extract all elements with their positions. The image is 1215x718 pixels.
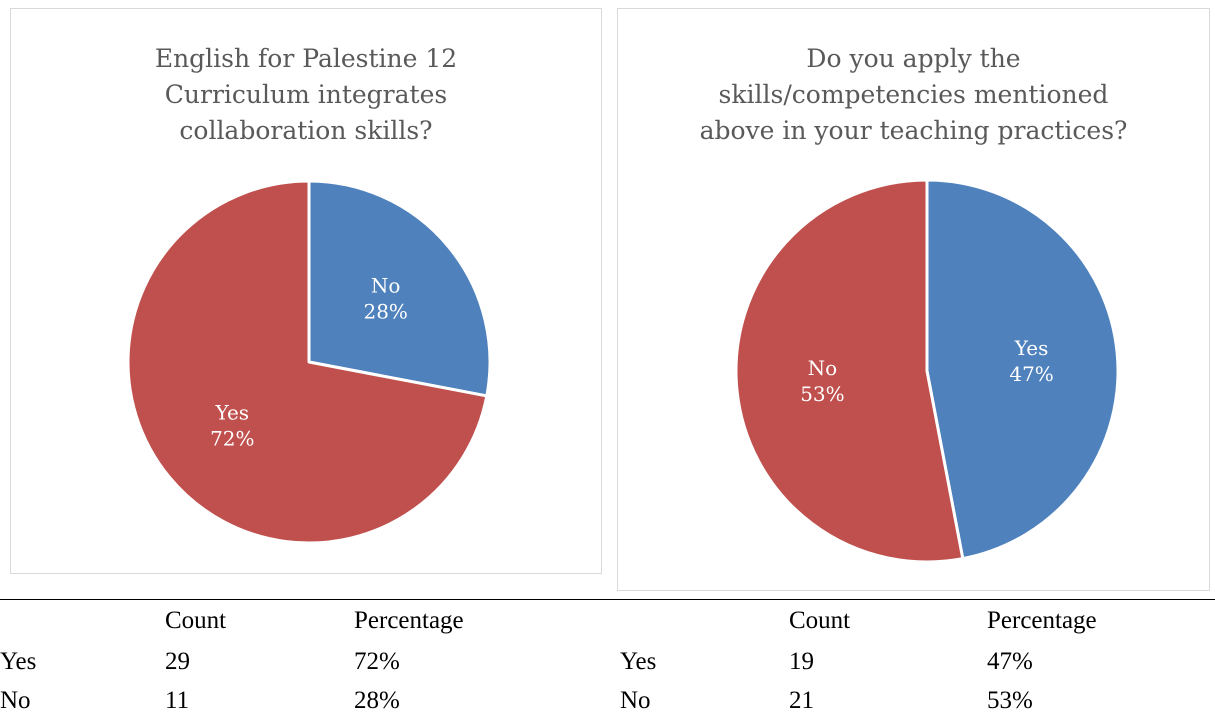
chart-title: English for Palestine 12 Curriculum inte…	[154, 44, 458, 145]
slice-label-category: No	[808, 356, 838, 380]
slice-label-percent: 53%	[800, 382, 844, 406]
pie-slice-no	[307, 179, 492, 398]
table-cell-percentage: 72%	[354, 648, 400, 675]
table-header-percentage: Percentage	[987, 607, 1097, 634]
pie-slice-yes	[126, 179, 489, 545]
slice-label-percent: 47%	[1009, 362, 1053, 386]
table-cell-percentage: 53%	[987, 687, 1033, 714]
table-row-label: Yes	[620, 648, 657, 675]
table-cell-percentage: 47%	[987, 648, 1033, 675]
table-header-count: Count	[165, 607, 227, 634]
chart-panel-collaboration: English for Palestine 12 Curriculum inte…	[10, 8, 602, 574]
slice-label-percent: 72%	[210, 426, 254, 450]
table-cell-count: 21	[789, 687, 814, 714]
slice-label-category: Yes	[1014, 336, 1049, 360]
table-row-label: No	[620, 687, 651, 714]
table-header-percentage: Percentage	[354, 607, 464, 634]
table-row-label: No	[0, 687, 31, 714]
slice-label-category: No	[371, 274, 401, 298]
pie-slice-yes	[925, 178, 1120, 561]
table-header-count: Count	[789, 607, 851, 634]
table-cell-percentage: 28%	[354, 687, 400, 714]
table-top-rule	[0, 599, 1215, 600]
chart-panel-teaching-practices: Do you apply the skills/competencies men…	[617, 8, 1210, 591]
table-cell-count: 19	[789, 648, 814, 675]
slice-label-percent: 28%	[363, 300, 407, 324]
chart-title: Do you apply the skills/competencies men…	[699, 44, 1128, 145]
table-cell-count: 29	[165, 648, 190, 675]
table-row-label: Yes	[0, 648, 37, 675]
table-cell-count: 11	[165, 687, 190, 714]
pie-slice-no	[734, 178, 965, 564]
slice-label-category: Yes	[215, 400, 250, 424]
